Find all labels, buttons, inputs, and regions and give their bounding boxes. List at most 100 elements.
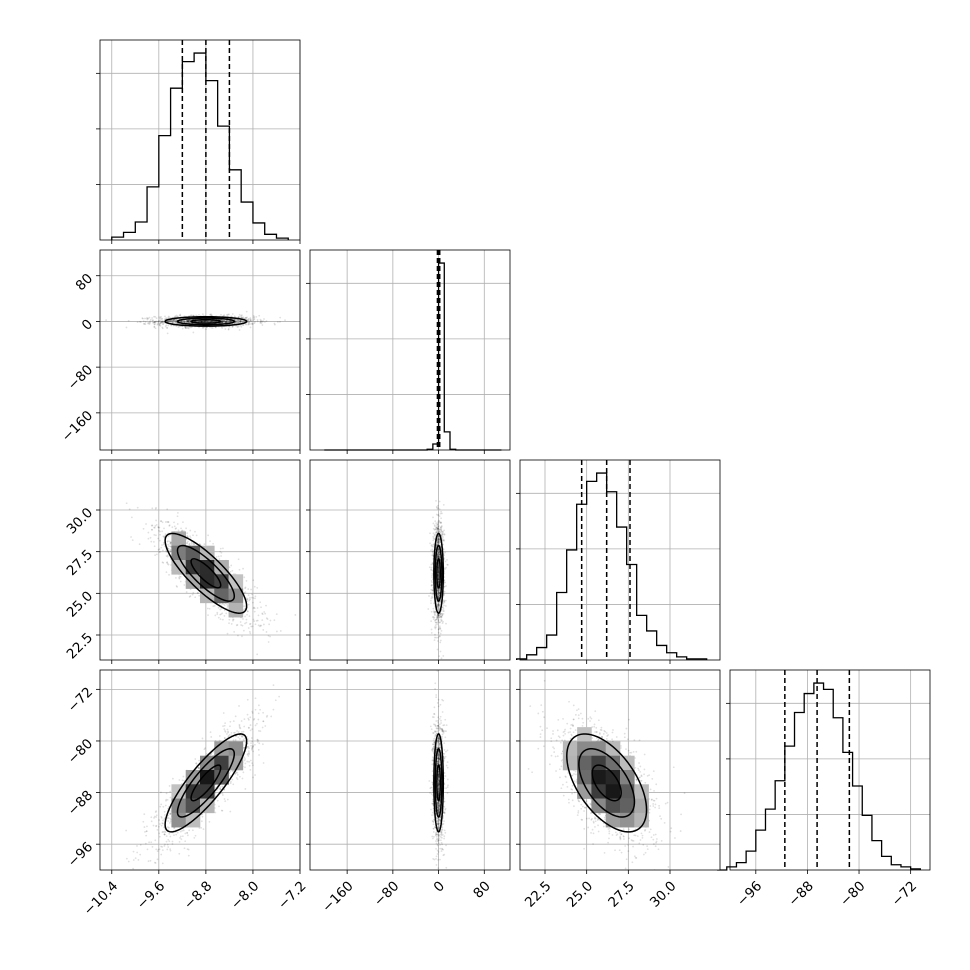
scatter-point: [436, 605, 439, 608]
scatter-point: [151, 321, 154, 324]
scatter-point: [247, 753, 249, 755]
scatter-point: [214, 326, 217, 329]
scatter-point: [160, 318, 163, 321]
scatter-point: [246, 610, 249, 612]
scatter-point: [436, 506, 438, 509]
scatter-point: [241, 319, 244, 322]
scatter-point: [232, 618, 235, 621]
scatter-point: [210, 320, 213, 323]
scatter-point: [435, 618, 438, 621]
scatter-point: [238, 316, 240, 318]
scatter-point: [439, 650, 442, 653]
scatter-point: [204, 320, 206, 323]
scatter-point: [223, 320, 226, 323]
scatter-point: [160, 321, 162, 324]
scatter-point: [156, 322, 159, 325]
scatter-point: [198, 320, 201, 323]
scatter-point: [436, 537, 439, 540]
scatter-point: [430, 620, 433, 623]
scatter-point: [186, 320, 189, 323]
scatter-point: [269, 635, 271, 638]
scatter-point: [169, 818, 172, 821]
scatter-point: [432, 532, 435, 535]
scatter-point: [146, 318, 149, 321]
scatter-point: [239, 621, 242, 623]
scatter-point: [242, 738, 245, 741]
scatter-point: [228, 622, 230, 625]
joint-panel-0-2: 22.525.027.530.0: [64, 459, 301, 664]
scatter-point: [158, 526, 161, 529]
scatter-point: [163, 833, 166, 836]
scatter-point: [437, 548, 440, 551]
scatter-point: [257, 718, 260, 721]
scatter-point: [175, 314, 178, 317]
scatter-point: [194, 596, 197, 599]
scatter-point: [437, 614, 440, 617]
scatter-point: [240, 316, 243, 319]
scatter-point: [229, 774, 231, 777]
scatter-point: [221, 321, 223, 324]
scatter-point: [217, 606, 220, 609]
scatter-point: [440, 620, 443, 622]
scatter-point: [438, 592, 441, 594]
scatter-point: [198, 320, 201, 323]
scatter-point: [224, 319, 226, 322]
scatter-point: [157, 526, 160, 529]
scatter-point: [227, 604, 229, 607]
scatter-point: [437, 548, 440, 551]
scatter-point: [141, 317, 144, 320]
scatter-point: [188, 319, 191, 322]
scatter-point: [437, 592, 440, 595]
scatter-point: [222, 725, 224, 728]
scatter-point: [442, 536, 444, 538]
scatter-point: [433, 528, 436, 531]
scatter-point: [237, 319, 240, 322]
scatter-point: [188, 320, 190, 323]
scatter-point: [260, 322, 263, 325]
scatter-point: [184, 326, 187, 329]
scatter-point: [217, 555, 220, 558]
scatter-point: [222, 320, 224, 323]
histogram-step-line: [717, 682, 921, 871]
scatter-point: [241, 324, 244, 326]
scatter-point: [437, 563, 440, 566]
scatter-point: [183, 320, 186, 323]
scatter-point: [434, 633, 436, 636]
scatter-point: [263, 318, 265, 320]
scatter-point: [436, 526, 439, 529]
scatter-point: [177, 315, 179, 318]
histogram-panel-3: −96 −88 −80 −72: [717, 669, 931, 910]
scatter-point: [430, 588, 433, 591]
scatter-point: [240, 325, 243, 328]
scatter-point: [437, 578, 440, 580]
scatter-point: [169, 545, 172, 548]
scatter-point: [142, 820, 145, 823]
scatter-point: [236, 778, 239, 781]
scatter-point: [209, 540, 211, 543]
scatter-point: [188, 596, 191, 598]
scatter-point: [436, 531, 439, 534]
scatter-point: [444, 560, 447, 563]
scatter-point: [437, 539, 440, 542]
density-cell: [171, 545, 187, 561]
scatter-point: [437, 594, 440, 597]
scatter-point: [436, 554, 439, 557]
scatter-point: [224, 320, 227, 323]
scatter-point: [169, 320, 171, 323]
scatter-point: [176, 515, 179, 518]
scatter-point: [238, 705, 240, 707]
scatter-point: [249, 319, 252, 322]
scatter-point: [210, 320, 213, 323]
scatter-point: [204, 320, 207, 322]
scatter-point: [437, 572, 440, 575]
scatter-point: [211, 327, 214, 329]
scatter-point: [436, 588, 439, 591]
scatter-point: [437, 541, 440, 544]
contour-line: [164, 315, 248, 327]
scatter-point: [149, 536, 152, 539]
scatter-point: [441, 619, 443, 622]
scatter-point: [221, 321, 223, 324]
scatter-point: [439, 512, 442, 515]
scatter-point: [227, 730, 229, 733]
scatter-point: [247, 755, 250, 757]
